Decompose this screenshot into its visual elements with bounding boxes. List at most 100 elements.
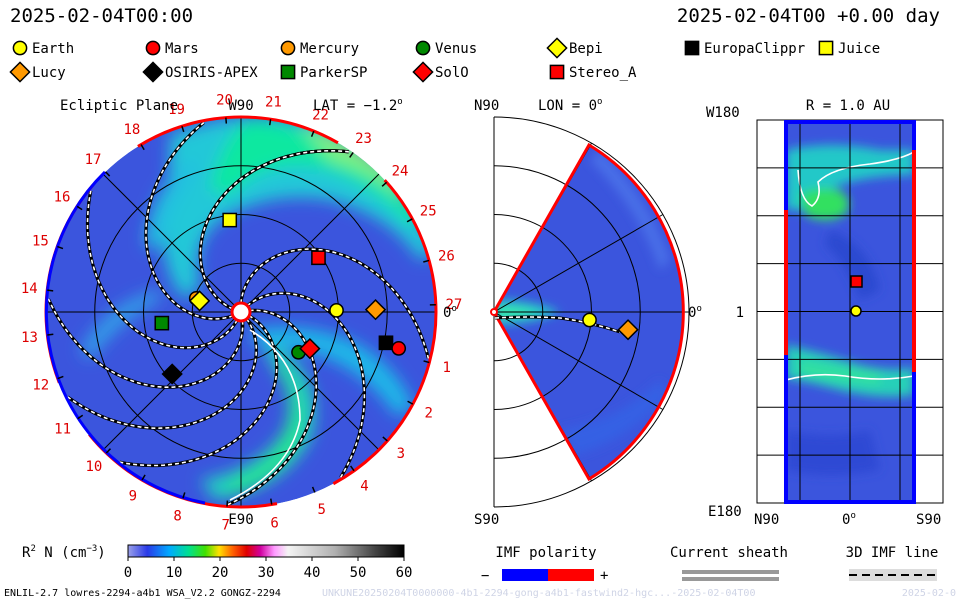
carrington-number: 3 [397,446,405,462]
radial-y-top: W180 [706,105,740,121]
legend-label-mars: Mars [165,41,199,57]
legend-label-parkersp: ParkerSP [300,65,367,81]
legend-label-juice: Juice [838,41,880,57]
legend-earth: Earth [13,41,74,57]
colorbar-tick-label: 60 [396,565,413,581]
carrington-number: 23 [355,131,372,147]
colorbar-tick-label: 0 [124,565,132,581]
current-sheath-legend: Current sheath [670,545,788,581]
ecliptic-body-earth [330,304,343,317]
footer-run-id: UNKUNE20250204T0000000-4b1-2294-gong-a4b… [322,588,755,599]
colorbar-tick-label: 40 [304,565,321,581]
legend-label-solo: SolO [435,65,469,81]
radial-y-mid: 1 [736,305,744,321]
radial-body-stereo-a [851,276,862,287]
carrington-number: 5 [317,502,325,518]
ecliptic-body-stereo-a [312,251,325,264]
ecliptic-body-europaclippr [379,336,392,349]
carrington-number: 26 [438,249,455,265]
radial-body-earth [851,306,861,316]
carrington-number: 13 [21,330,38,346]
imf-polarity-negative [502,569,548,581]
colorbar-tick-label: 20 [212,565,229,581]
ecliptic-lat-label: LAT = −1.2o [313,97,403,114]
imf-polarity-title: IMF polarity [495,545,596,561]
legend-solo: SolO [413,62,468,81]
meridional-panel: N90 LON = 0o S90 0o [474,97,702,528]
colorbar-ticks: 0 10 20 30 40 50 60 [124,557,413,581]
ecliptic-body-juice [223,213,236,226]
legend-osiris-apex: OSIRIS-APEX [143,62,258,81]
imf-polarity-positive [548,569,594,581]
carrington-number: 16 [54,190,71,206]
carrington-number: 25 [420,203,437,219]
carrington-number: 10 [85,459,102,475]
radial-x-left: N90 [754,512,779,528]
footer-stamp: 2025-02-0 [902,588,956,599]
legend-label-lucy: Lucy [32,65,66,81]
legend-bepi: Bepi [547,38,602,57]
ecliptic-right-label: 0o [443,304,457,321]
ecliptic-top-label: W90 [228,98,253,114]
colorbar-label: R2 N (cm−3) [22,544,106,561]
legend-label-mercury: Mercury [300,41,359,57]
radial-x-right: S90 [916,512,941,528]
legend-mars: Mars [146,41,198,57]
imf-line-legend: 3D IMF line [846,545,939,581]
ecliptic-bottom-label: E90 [228,512,253,528]
ecliptic-body-parkersp [155,317,168,330]
carrington-number: 12 [32,378,49,394]
carrington-number: 1 [442,360,450,376]
legend-juice: Juice [819,41,880,57]
body-legend: Earth Mars Mercury Venus Bepi EuropaClippr Jui… [10,38,880,81]
sun-inner-boundary [232,303,250,321]
carrington-number: 15 [32,234,49,250]
radial-title: R = 1.0 AU [806,98,890,114]
carrington-number: 18 [123,122,140,138]
footer-model-info: ENLIL-2.7 lowres-2294-a4b1 WSA_V2.2 GONG… [4,588,281,599]
colorbar: R2 N (cm−3) 0 10 20 30 40 50 60 [22,544,412,581]
radial-y-bottom: E180 [708,504,742,520]
legend-label-stereo-a: Stereo_A [569,65,637,81]
meridional-sun [491,309,497,315]
legend-venus: Venus [416,41,477,57]
meridional-top-label: N90 [474,98,499,114]
meridional-bottom-label: S90 [474,512,499,528]
imf-polarity-legend: IMF polarity − + [481,545,608,584]
legend-stereo-a: Stereo_A [550,65,637,81]
legend-label-europaclippr: EuropaClippr [704,41,805,57]
meridional-body-earth [583,313,596,326]
date-right: 2025-02-04T00 +0.00 day [677,5,940,27]
colorbar-tick-label: 30 [258,565,275,581]
legend-lucy: Lucy [10,62,65,81]
legend-europaclippr: EuropaClippr [685,41,805,57]
ecliptic-body-mars [392,342,405,355]
carrington-number: 11 [54,421,71,437]
radial-x-mid: 0o [842,511,856,528]
legend-mercury: Mercury [281,41,359,57]
carrington-number: 6 [270,515,278,531]
meridional-title: LON = 0o [538,97,602,114]
meridional-right-label: 0o [688,304,702,321]
colorbar-tick-label: 50 [350,565,367,581]
carrington-number: 4 [360,479,368,495]
imf-polarity-plus: + [600,568,608,584]
imf-polarity-minus: − [481,568,489,584]
radial-map-panel: R = 1.0 AU W180 1 E180 N90 0o S90 [706,98,943,528]
carrington-number: 2 [424,406,432,422]
legend-label-venus: Venus [435,41,477,57]
legend-label-bepi: Bepi [569,41,603,57]
carrington-number: 24 [392,163,409,179]
colorbar-gradient [128,545,404,557]
carrington-number: 9 [129,489,137,505]
ecliptic-title: Ecliptic Plane [60,98,178,114]
carrington-number: 8 [173,508,181,524]
colorbar-tick-label: 10 [166,565,183,581]
carrington-number: 21 [265,95,282,111]
legend-label-earth: Earth [32,41,74,57]
current-sheath-title: Current sheath [670,545,788,561]
date-left: 2025-02-04T00:00 [10,5,193,27]
